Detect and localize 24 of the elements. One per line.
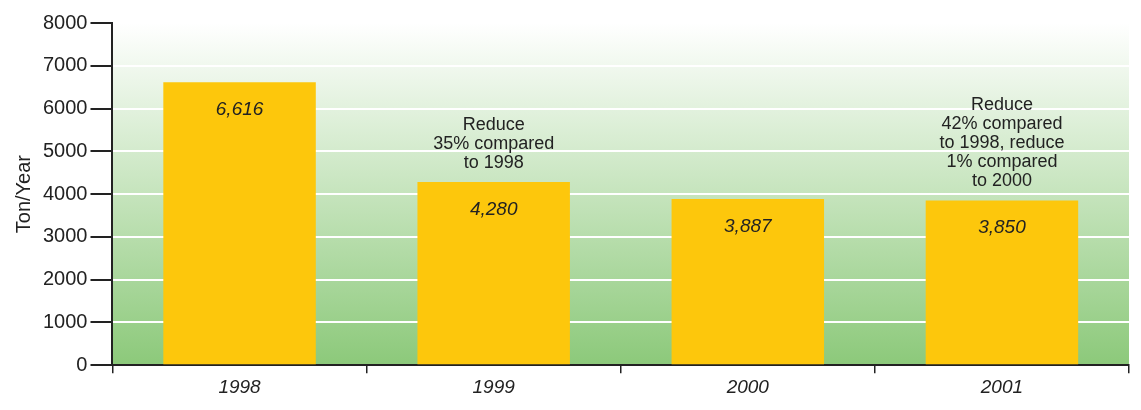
data-label: 6,616: [215, 97, 264, 119]
x-tick-label: 2001: [979, 375, 1024, 397]
x-tick-label: 1999: [472, 375, 516, 397]
data-label: 4,280: [469, 197, 518, 219]
y-tick-label: 3000: [42, 224, 88, 247]
x-tick-label: 1998: [218, 375, 262, 397]
y-tick-label: 7000: [42, 53, 88, 76]
data-label: 3,887: [724, 214, 774, 236]
y-tick-label: 1000: [42, 309, 88, 332]
data-label: 3,850: [978, 216, 1027, 238]
y-tick-label: 4000: [42, 181, 88, 204]
bar: [671, 198, 825, 365]
y-tick-label: 8000: [42, 10, 88, 33]
x-tick-label: 2000: [725, 375, 770, 397]
y-tick-label: 2000: [42, 267, 88, 290]
y-tick-label: 6000: [42, 96, 88, 119]
y-tick-label: 5000: [42, 138, 88, 161]
bar: [925, 200, 1079, 365]
y-axis-title: Ton/Year: [11, 154, 34, 234]
annotation: Reduce 35% compared to 1998: [433, 114, 555, 173]
bar: [417, 182, 570, 365]
annotation: Reduce 42% compared to 1998, reduce 1% compared to 2000: [939, 94, 1065, 191]
y-tick-label: 0: [76, 352, 88, 375]
bar: [163, 82, 316, 365]
